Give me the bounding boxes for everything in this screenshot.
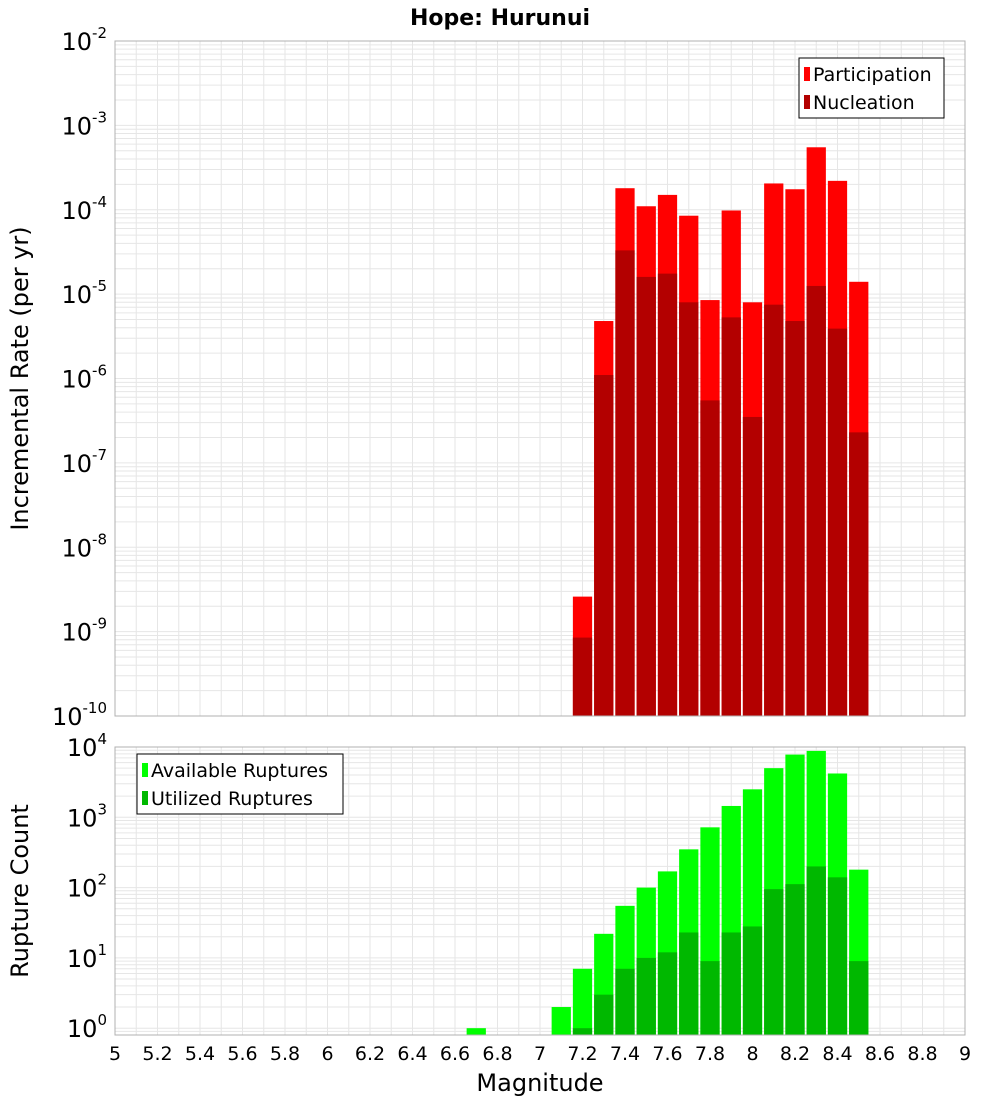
x-tick-label: 7.4	[610, 1043, 640, 1065]
y-tick-label: 103	[67, 800, 107, 832]
bar	[806, 285, 826, 716]
y-tick-label: 10-4	[61, 193, 107, 225]
legend-swatch	[804, 67, 810, 81]
x-tick-label: 6.2	[355, 1043, 385, 1065]
plot-frame	[114, 40, 966, 717]
bar	[636, 276, 656, 716]
y-tick-label: 10-6	[61, 362, 107, 394]
bar	[572, 1028, 593, 1035]
legend-swatch	[804, 95, 810, 109]
y-axis-label: Rupture Count	[6, 804, 34, 978]
legend-label: Available Ruptures	[151, 760, 328, 782]
count-panel: 100 101 102 103 104 Rupture Count 5 5.2 5.4 5.6 5.…	[6, 730, 971, 1097]
rate-panel: 10-10 10-9 10-8 10-7 10-6 10-5 10-4 10-3 10-2 Inc…	[6, 24, 966, 731]
y-tick-labels: 100 101 102 103 104	[67, 730, 107, 1043]
y-tick-label: 10-10	[52, 699, 107, 731]
x-tick-label: 6.8	[482, 1043, 512, 1065]
x-tick-label: 5	[109, 1043, 121, 1065]
y-tick-label: 10-7	[61, 446, 107, 478]
y-tick-label: 10-5	[61, 277, 107, 309]
legend-box	[798, 57, 945, 119]
bar	[700, 400, 720, 716]
bar	[594, 994, 614, 1035]
bar	[806, 866, 826, 1035]
y-tick-label: 10-9	[61, 615, 107, 647]
y-tick-label: 104	[67, 730, 107, 762]
x-tick-label: 8.4	[822, 1043, 852, 1065]
bar	[764, 889, 784, 1035]
x-axis-label: Magnitude	[476, 1069, 603, 1097]
y-tick-label: 101	[67, 941, 107, 973]
bar	[764, 304, 784, 716]
x-tick-label: 7.2	[567, 1043, 597, 1065]
bar	[572, 637, 593, 716]
legend: Participation Nucleation	[798, 57, 945, 119]
x-tick-label: 5.6	[227, 1043, 257, 1065]
bar	[742, 926, 763, 1035]
bar	[657, 273, 678, 716]
y-tick-label: 10-3	[61, 108, 107, 140]
x-tick-label: 6.4	[397, 1043, 427, 1065]
bar	[657, 952, 678, 1035]
x-tick-label: 8.8	[907, 1043, 937, 1065]
plot-frame	[114, 746, 966, 1036]
bar	[636, 957, 656, 1035]
legend-swatch	[142, 763, 148, 777]
bar	[700, 961, 720, 1035]
bar	[827, 877, 848, 1035]
y-tick-label: 102	[67, 871, 107, 903]
x-tick-label: 8	[746, 1043, 758, 1065]
series-secondary	[572, 250, 869, 717]
x-tick-label: 5.8	[270, 1043, 300, 1065]
bar	[785, 321, 805, 716]
bar	[849, 961, 869, 1035]
bar	[615, 968, 635, 1035]
bar	[572, 968, 593, 1035]
x-tick-label: 7.6	[652, 1043, 682, 1065]
bar	[721, 932, 741, 1035]
x-tick-label: 6	[321, 1043, 333, 1065]
legend-label: Nucleation	[813, 92, 915, 114]
bar	[849, 432, 869, 716]
legend-label: Participation	[813, 64, 932, 86]
bar	[721, 317, 741, 716]
x-tick-label: 8.6	[865, 1043, 895, 1065]
series-secondary	[572, 866, 869, 1035]
y-axis-label: Incremental Rate (per yr)	[6, 226, 34, 530]
x-tick-label: 5.2	[142, 1043, 172, 1065]
bar	[615, 250, 635, 717]
x-tick-label: 8.2	[780, 1043, 810, 1065]
legend-box	[136, 753, 344, 815]
x-tick-label: 7.8	[695, 1043, 725, 1065]
bar	[827, 328, 848, 716]
x-tick-label: 9	[959, 1043, 971, 1065]
y-tick-label: 10-8	[61, 530, 107, 562]
x-tick-label: 7	[534, 1043, 546, 1065]
legend: Available Ruptures Utilized Ruptures	[136, 753, 344, 815]
legend-swatch	[142, 791, 148, 805]
bar	[679, 932, 699, 1035]
y-tick-label: 10-2	[61, 24, 107, 56]
x-tick-label: 5.4	[185, 1043, 215, 1065]
chart-title: Hope: Hurunui	[410, 6, 590, 31]
bar	[466, 1028, 486, 1035]
bar	[594, 375, 614, 716]
y-tick-labels: 10-10 10-9 10-8 10-7 10-6 10-5 10-4 10-3 10-2	[52, 24, 107, 731]
x-tick-labels: 5 5.2 5.4 5.6 5.8 6 6.2 6.4 6.6 6.8 7 7.2 7.4 7.6 7.8 8…	[109, 1043, 971, 1065]
legend-label: Utilized Ruptures	[151, 788, 313, 810]
x-tick-label: 6.6	[440, 1043, 470, 1065]
y-tick-label: 100	[67, 1011, 107, 1043]
bar	[785, 884, 805, 1035]
bar	[679, 302, 699, 716]
bar	[742, 416, 763, 716]
bar	[551, 1007, 571, 1035]
